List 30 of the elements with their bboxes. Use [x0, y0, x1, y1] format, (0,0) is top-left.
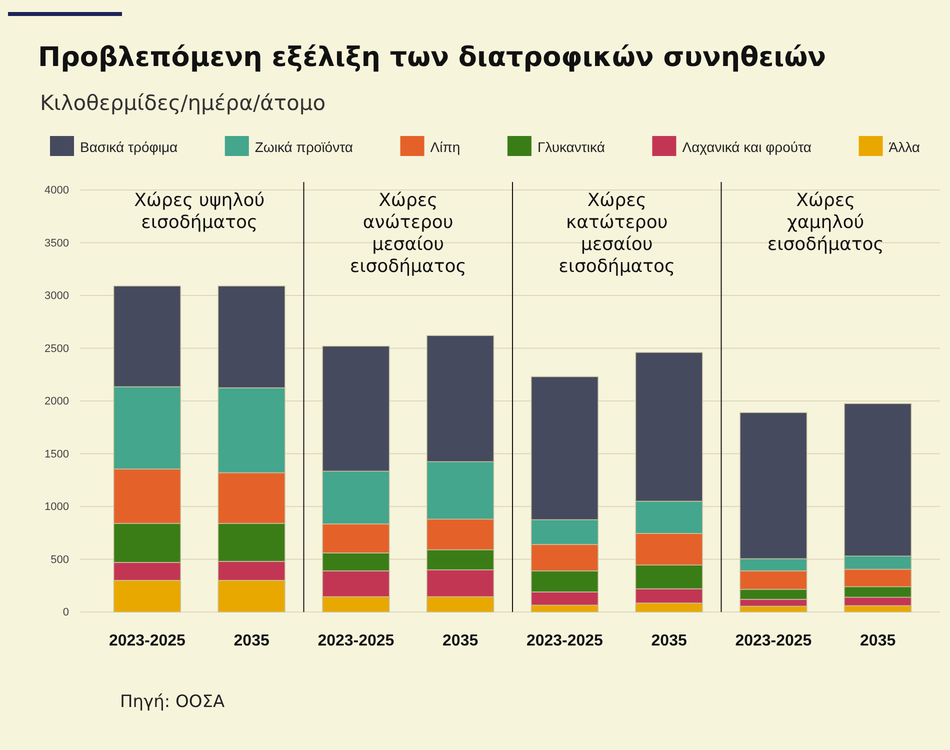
chart-subtitle: Κιλοθερμίδες/ημέρα/άτομο	[40, 91, 326, 115]
legend-label: Λίπη	[430, 139, 460, 155]
x-tick-label: 2035	[442, 632, 478, 650]
y-tick-label: 2500	[44, 342, 69, 355]
legend-label: Άλλα	[888, 139, 920, 155]
y-tick-label: 500	[50, 554, 69, 566]
y-tick-label: 3500	[44, 237, 69, 250]
x-tick-label: 2023-2025	[526, 632, 604, 650]
annotation: Χώρες υψηλού εισοδήματος	[134, 190, 265, 233]
x-tick-label: 2023-2025	[735, 632, 812, 650]
y-tick-label: 3000	[44, 290, 69, 302]
text: Πηγή: ΟΟΣΑ	[120, 692, 226, 712]
annotation: Χώρες χαμηλού εισοδήματος	[767, 190, 884, 255]
y-tick-label: 4000	[44, 184, 69, 197]
x-tick-label: 2035	[860, 632, 896, 650]
legend-label: Λαχανικά και φρούτα	[682, 139, 812, 155]
y-tick-label: 1000	[44, 501, 69, 514]
x-tick-label: 2023-2025	[108, 632, 186, 650]
x-tick-label: 2035	[651, 632, 687, 650]
y-tick-label: 1500	[44, 448, 69, 460]
legend-label: Ζωικά προϊόντα	[254, 139, 354, 155]
y-tick-label: 2000	[44, 396, 69, 408]
annotation: Χώρες ανώτερου μεσαίου εισοδήματος	[350, 190, 466, 277]
y-tick-label: 0	[62, 606, 69, 619]
legend-label: Βασικά τρόφιμα	[80, 139, 178, 155]
annotation: Χώρες κατώτερου μεσαίου εισοδήματος	[558, 190, 676, 277]
legend-label: Γλυκαντικά	[537, 139, 605, 155]
chart-title: Προβλεπόμενη εξέλιξη των διατροφικών συνηθειών	[38, 42, 826, 73]
x-tick-label: 2035	[234, 632, 270, 650]
x-tick-label: 2023-2025	[318, 632, 394, 650]
